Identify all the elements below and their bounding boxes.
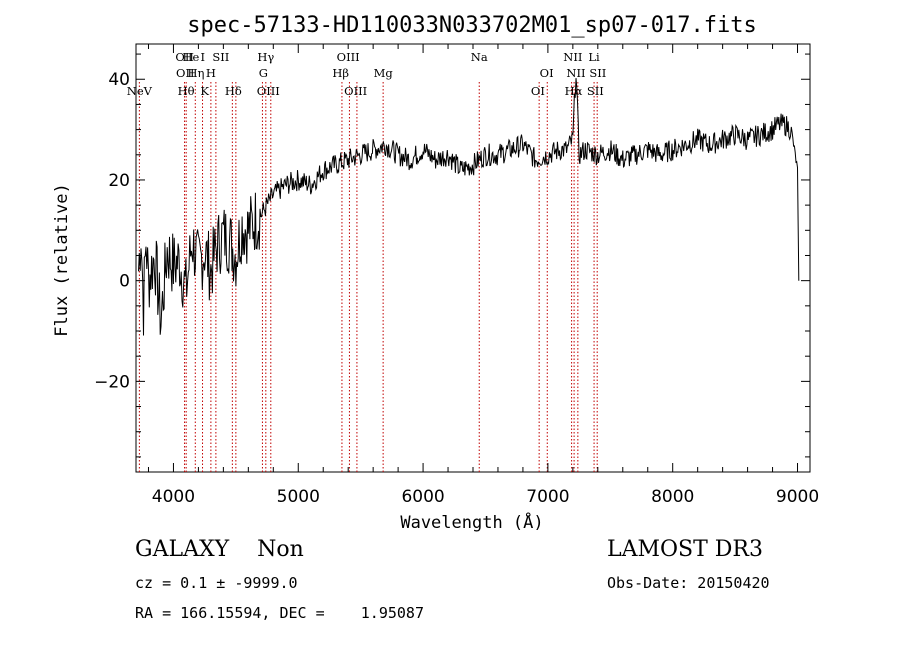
obs-date: Obs-Date: 20150420 (607, 574, 770, 592)
emission-line-label: OII (175, 50, 194, 64)
emission-line-label: G (259, 66, 268, 80)
emission-line-label: Mg (374, 66, 394, 80)
emission-line-label: Na (471, 50, 488, 64)
x-tick-label: 6000 (401, 487, 444, 507)
emission-line-label: OI (540, 66, 554, 80)
y-tick-label: −20 (94, 372, 130, 392)
y-tick-label: 40 (108, 70, 130, 90)
ra-dec: RA = 166.15594, DEC = 1.95087 (135, 604, 424, 622)
emission-line-label: Hη (187, 66, 204, 80)
emission-line-label: OIII (344, 84, 367, 98)
x-tick-label: 4000 (152, 487, 195, 507)
spectrum-line (138, 78, 800, 336)
x-tick-label: 7000 (526, 487, 569, 507)
x-axis-label: Wavelength (Å) (400, 511, 543, 533)
emission-line-label: NII (566, 66, 585, 80)
x-axis-ticks: 4000 5000 6000 7000 8000 9000 (147, 44, 819, 507)
y-axis-label: Flux (relative) (52, 183, 72, 337)
x-tick-label: 5000 (277, 487, 320, 507)
y-axis-ticks: −20 0 20 40 (94, 53, 810, 458)
emission-line-label: Hθ (178, 84, 195, 98)
emission-line-label: Hβ (332, 66, 349, 80)
y-tick-label: 20 (108, 171, 130, 191)
emission-line-label: SII (212, 50, 229, 64)
emission-line-label: OII (176, 66, 195, 80)
emission-line-label: I (201, 50, 206, 64)
emission-line-label: Hα (565, 84, 583, 98)
emission-line-label: He (182, 50, 199, 64)
emission-line-label: K (200, 84, 209, 98)
emission-line-label: Hγ (257, 50, 274, 64)
redshift-cz: cz = 0.1 ± -9999.0 (135, 574, 298, 592)
emission-line-label: Hδ (225, 84, 242, 98)
emission-line-label: SII (589, 66, 606, 80)
plot-frame (135, 43, 811, 473)
x-tick-label: 9000 (776, 487, 819, 507)
survey-name: LAMOST DR3 (607, 537, 763, 562)
object-class: GALAXY Non (135, 537, 304, 562)
emission-line-label: OIII (337, 50, 360, 64)
emission-line-label: OI (531, 84, 545, 98)
emission-line-label: H (206, 66, 216, 80)
emission-line-labels: NeV OII OII Hθ He Hη I KH SII Hδ Hγ G OIII OIII Hβ OIII… (127, 50, 607, 98)
emission-line-label: OIII (257, 84, 280, 98)
y-tick-label: 0 (119, 272, 130, 292)
chart-title: spec-57133-HD110033N033702M01_sp07-017.f… (187, 13, 757, 38)
emission-line-label: NeV (127, 84, 153, 98)
emission-line-label: Li (588, 50, 600, 64)
x-tick-label: 8000 (651, 487, 694, 507)
emission-line-label: NII (563, 50, 582, 64)
emission-line-label: SII (587, 84, 604, 98)
